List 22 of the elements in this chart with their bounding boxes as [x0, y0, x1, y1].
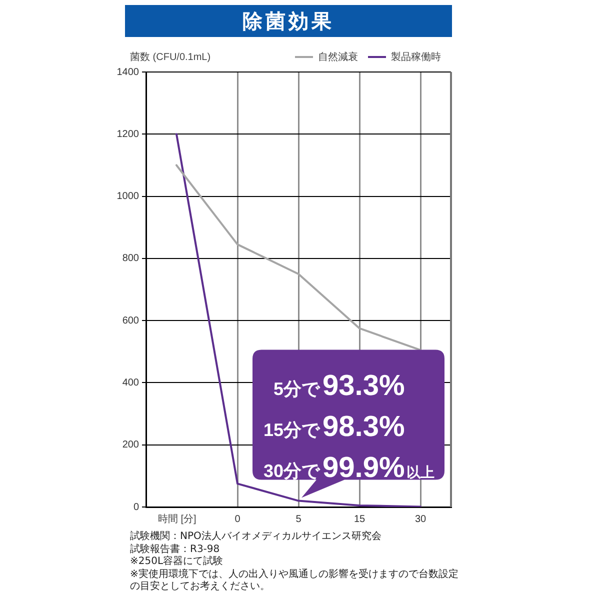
x-axis-title: 時間 [分]	[158, 512, 197, 525]
x-tick-label: 15	[354, 514, 366, 525]
x-tick-label: 30	[414, 514, 426, 525]
y-tick-label: 400	[122, 377, 140, 388]
y-tick-label: 1000	[116, 191, 140, 202]
x-tick-label: 0	[234, 514, 241, 525]
text: ※実使用環境下では、人の出入りや風通しの影響を受けますので台数設定の目安としてお考えください。	[130, 568, 460, 594]
x-tick-label: 5	[296, 514, 302, 525]
y-tick-label: 800	[122, 253, 140, 264]
chart-title: 除菌効果	[125, 5, 452, 37]
text: 試験報告書：R3-98	[130, 544, 221, 556]
annotation: 5分で93.3% 15分で98.3% 30分で99.9%以上	[263, 370, 435, 484]
y-tick-label: 600	[122, 315, 140, 326]
y-axis-title: 菌数 (CFU/0.1mL)	[130, 50, 211, 63]
y-tick-label: 1400	[116, 66, 140, 78]
text: ※250L容器にて試験	[130, 556, 224, 568]
legend-label: 製品稼働時	[391, 50, 441, 63]
legend-label: 自然減衰	[318, 50, 358, 63]
text: 試験機関：NPO法人バイオメディカルサイエンス研究会	[130, 531, 382, 544]
y-tick-label: 0	[133, 502, 140, 513]
y-tick-label: 1200	[116, 128, 140, 140]
y-tick-label: 200	[122, 440, 140, 451]
